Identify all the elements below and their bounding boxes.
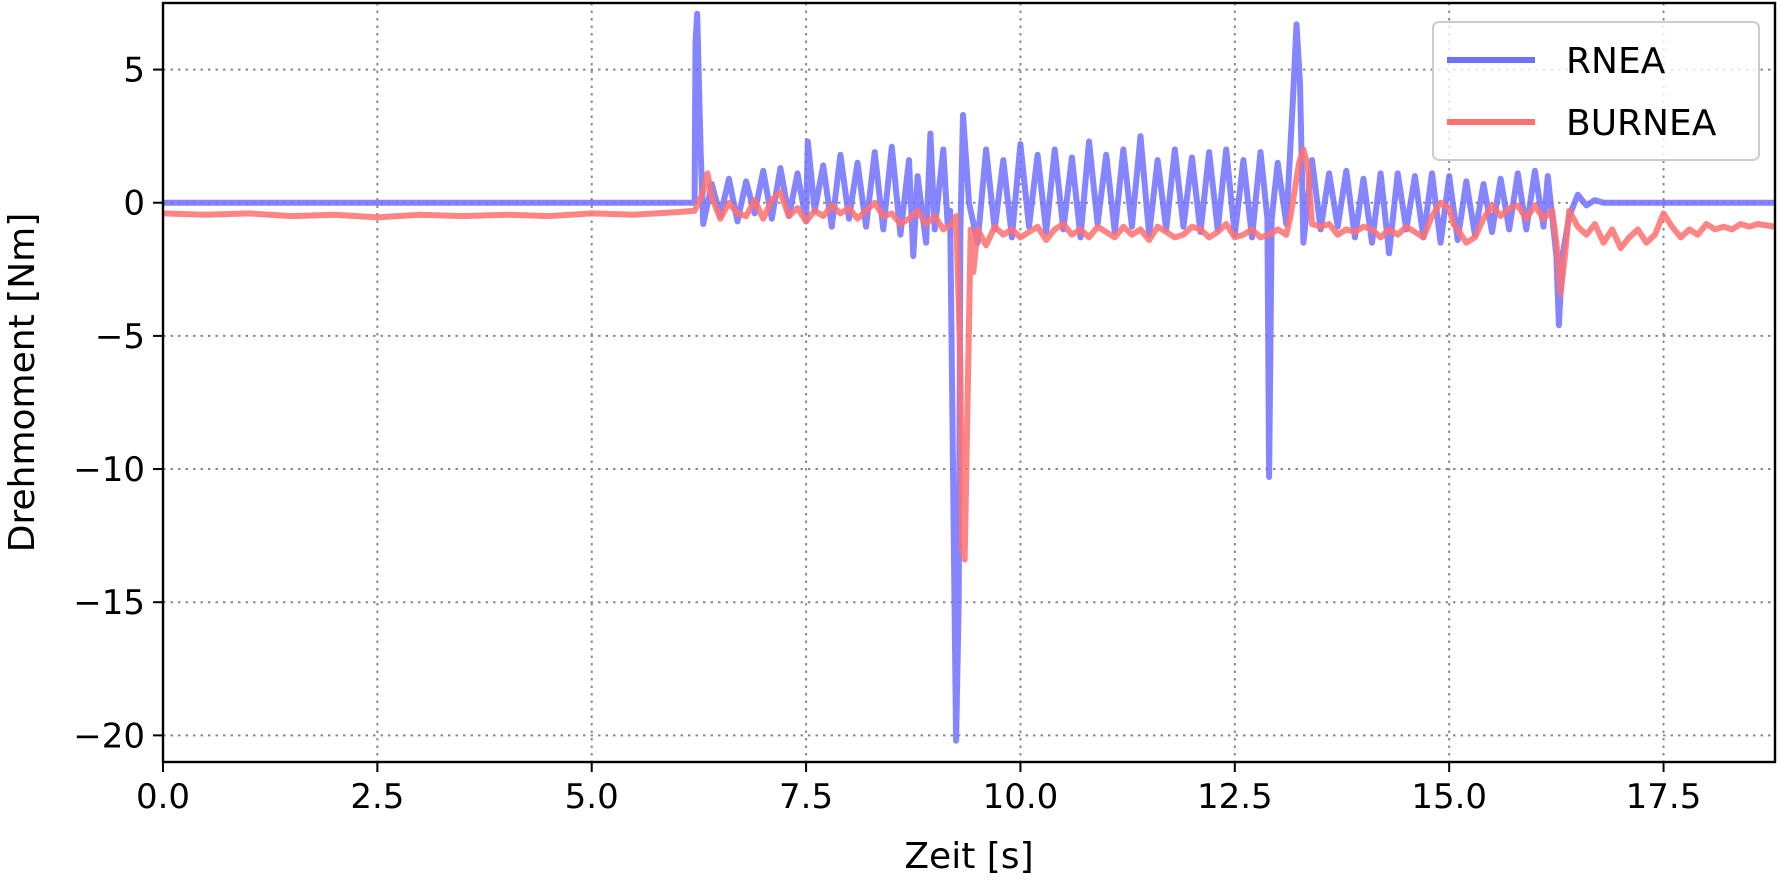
legend: RNEA BURNEA	[1432, 21, 1760, 161]
x-tick-label: 12.5	[1197, 777, 1273, 817]
x-tick-label: 0.0	[136, 777, 190, 817]
y-tick-label: −15	[73, 583, 145, 623]
y-tick-label: 0	[123, 184, 145, 224]
legend-label-burnea: BURNEA	[1566, 103, 1717, 144]
y-axis-label: Drehmoment [Nm]	[2, 213, 43, 552]
series-group	[163, 10, 1775, 744]
x-tick-label: 17.5	[1626, 777, 1702, 817]
x-tick-label: 10.0	[983, 777, 1059, 817]
plot-area-frame	[161, 1, 1777, 764]
x-tick-label: 15.0	[1411, 777, 1487, 817]
x-tick-label: 2.5	[350, 777, 404, 817]
legend-box	[1432, 21, 1760, 161]
y-tick-label: −10	[73, 450, 145, 490]
y-tick-label: −20	[73, 716, 145, 756]
axis-ticks: 0.0 2.5 5.0 7.5 10.0 12.5 15.0 17.5 5 0 −5 −10 −15 −2…	[73, 51, 1701, 817]
x-tick-label: 7.5	[779, 777, 833, 817]
legend-label-rnea: RNEA	[1566, 41, 1666, 82]
x-axis-label: Zeit [s]	[904, 836, 1033, 877]
series-line-burnea	[163, 146, 1775, 563]
x-tick-label: 5.0	[565, 777, 619, 817]
y-tick-label: −5	[95, 317, 145, 357]
y-tick-label: 5	[123, 51, 145, 91]
